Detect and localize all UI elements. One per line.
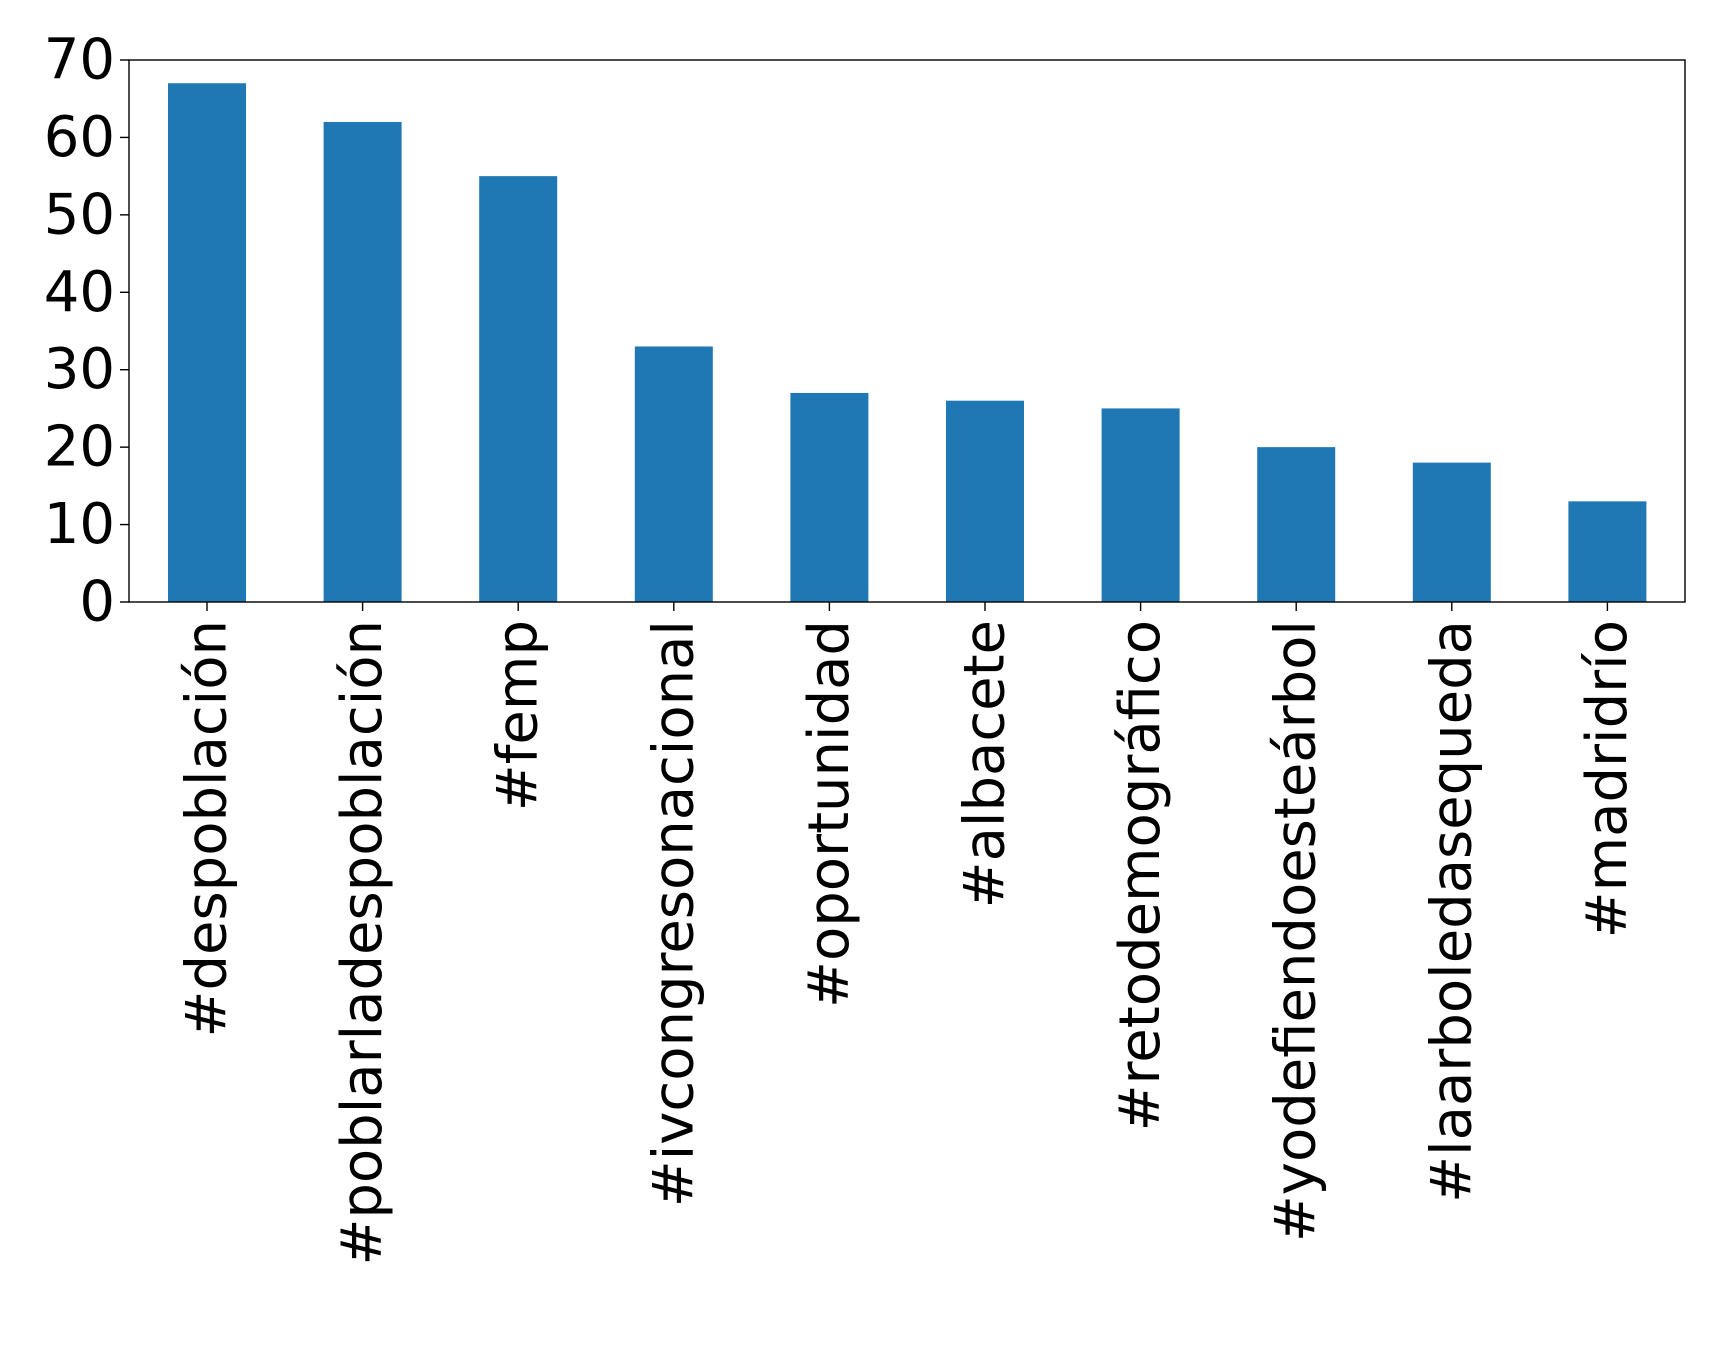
bar-1: [323, 121, 402, 602]
bar-9: [1568, 501, 1647, 602]
y-tick-label-4: 40: [44, 260, 115, 325]
bar-2: [479, 176, 558, 602]
bar-7: [1257, 447, 1336, 602]
plot-frame: [128, 59, 1686, 603]
x-tick-label-5: #albacete: [953, 620, 1018, 908]
bar-6: [1101, 408, 1180, 602]
y-tick-label-7: 70: [44, 28, 115, 93]
x-tick-label-8: #laarboledasequeda: [1419, 620, 1484, 1203]
y-tick-label-6: 60: [44, 105, 115, 170]
x-tick-label-0: #despoblación: [175, 620, 240, 1037]
bar-8: [1412, 462, 1491, 602]
y-tick-label-0: 0: [79, 570, 115, 635]
bars-group: [168, 83, 1647, 602]
x-tick-label-2: #femp: [486, 620, 551, 811]
y-axis: 0 10 20 30 40 50 60 70: [44, 28, 129, 635]
bar-4: [790, 392, 869, 602]
x-tick-label-4: #oportunidad: [797, 620, 862, 1008]
x-tick-label-6: #retodemográfico: [1108, 620, 1173, 1131]
x-tick-label-9: #madridrío: [1575, 620, 1640, 938]
x-tick-label-1: #poblarladespoblación: [330, 620, 395, 1266]
y-tick-label-3: 30: [44, 337, 115, 402]
bar-5: [946, 400, 1024, 602]
x-tick-label-3: #ivcongresonacional: [641, 620, 706, 1207]
y-tick-label-1: 10: [44, 492, 115, 557]
x-axis: #despoblación #poblarladespoblación #femp #…: [175, 602, 1640, 1266]
bar-0: [168, 83, 246, 602]
x-tick-label-7: #yodefiendoesteárbol: [1264, 620, 1329, 1242]
y-tick-label-2: 20: [44, 415, 115, 480]
y-tick-label-5: 50: [44, 182, 115, 247]
bar-3: [634, 346, 713, 602]
